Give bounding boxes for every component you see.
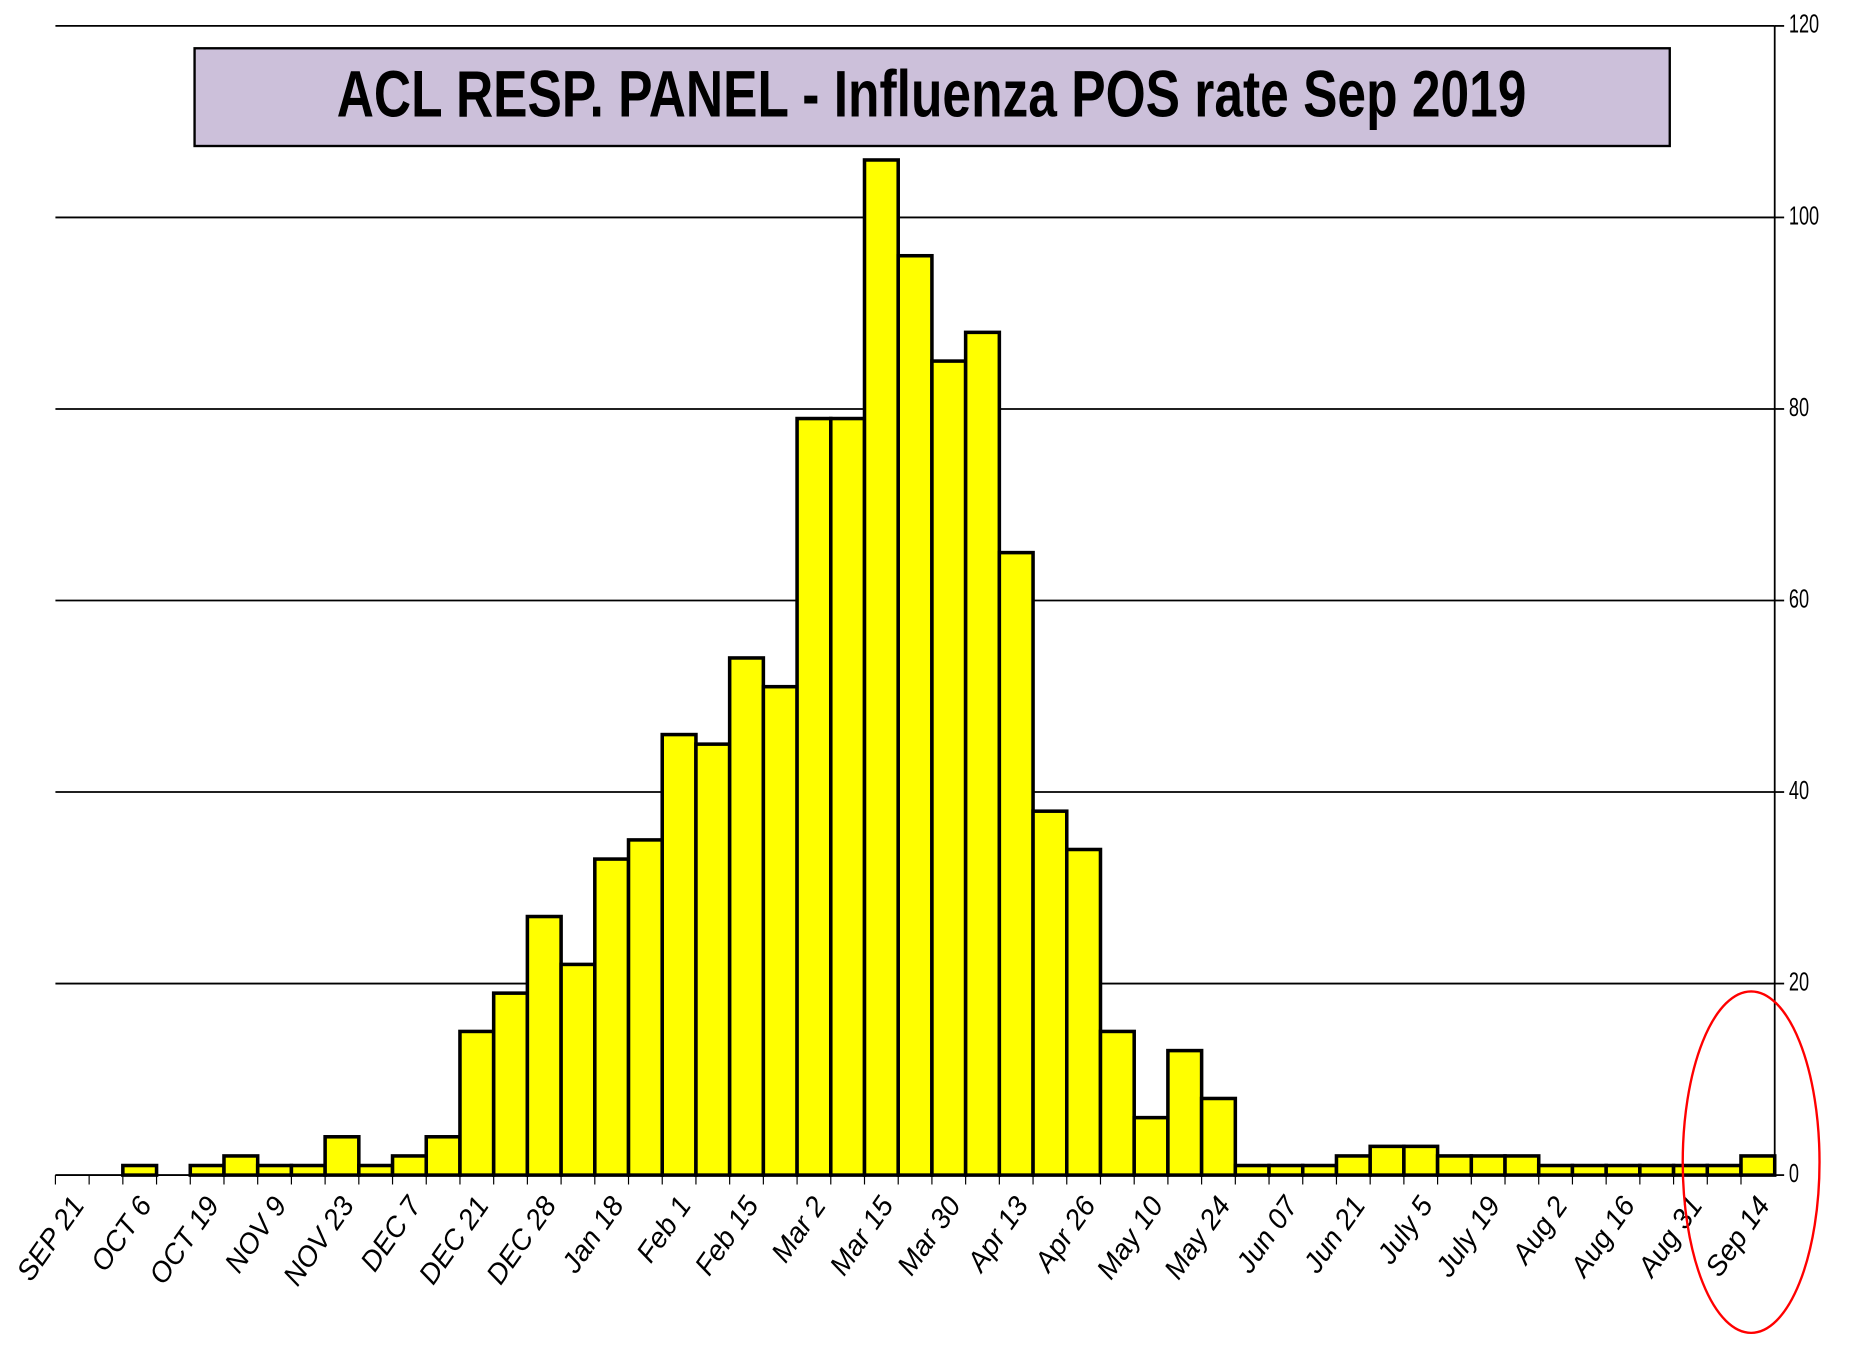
- bar: [1435, 1154, 1474, 1177]
- bar: [357, 1163, 395, 1177]
- x-tick-label: Apr 13: [959, 1190, 1034, 1278]
- bar: [491, 991, 530, 1177]
- bar: [761, 684, 799, 1177]
- bar: [1705, 1163, 1743, 1177]
- bar: [1402, 1144, 1440, 1177]
- bar: [1300, 1163, 1339, 1177]
- bar: [1739, 1154, 1777, 1177]
- bar: [289, 1163, 327, 1177]
- bar: [458, 1029, 496, 1177]
- x-tick-label: Mar 15: [823, 1190, 900, 1281]
- y-tick-label: 60: [1789, 584, 1809, 613]
- bar: [1469, 1154, 1507, 1177]
- bar: [424, 1135, 462, 1177]
- x-tick-label: Feb 1: [629, 1190, 697, 1268]
- bar: [660, 732, 698, 1177]
- x-tick-label: Aug 16: [1562, 1190, 1641, 1284]
- x-tick-label: Feb 15: [688, 1190, 765, 1281]
- x-tick-label: Mar 2: [764, 1190, 832, 1268]
- bar: [1638, 1163, 1676, 1177]
- title-box: [193, 47, 1671, 148]
- bar: [862, 158, 900, 1177]
- x-tick-label: July 19: [1428, 1190, 1506, 1283]
- x-tick-label: OCT 19: [142, 1190, 225, 1290]
- y-tick-label: 20: [1789, 967, 1809, 996]
- x-tick-label: May 10: [1090, 1190, 1170, 1284]
- x-tick-label: Sep 14: [1698, 1190, 1776, 1282]
- y-tick-label: 0: [1789, 1159, 1799, 1188]
- bar: [1267, 1163, 1305, 1177]
- bar: [694, 742, 732, 1177]
- x-tick-label: July 5: [1370, 1190, 1439, 1270]
- bar: [963, 330, 1002, 1177]
- bar: [255, 1163, 294, 1177]
- bar: [188, 1163, 226, 1177]
- bar: [1570, 1163, 1608, 1177]
- bar: [1503, 1154, 1541, 1177]
- bar: [727, 656, 766, 1177]
- x-tick-label: May 24: [1157, 1190, 1236, 1284]
- bar: [1031, 809, 1069, 1177]
- bar: [896, 253, 934, 1177]
- bar: [1604, 1163, 1642, 1177]
- bar: [559, 962, 597, 1177]
- bar: [1132, 1115, 1170, 1177]
- bar: [1064, 847, 1103, 1177]
- y-tick-label: 100: [1789, 201, 1819, 230]
- bar: [390, 1154, 429, 1177]
- bar: [626, 838, 664, 1177]
- annotation-ellipse: [1681, 990, 1821, 1335]
- bar: [829, 416, 867, 1177]
- bar: [593, 857, 631, 1177]
- bar: [1233, 1163, 1271, 1177]
- bar: [1536, 1163, 1575, 1177]
- chart-title: ACL RESP. PANEL - Influenza POS rate Sep…: [337, 56, 1527, 131]
- x-tick-label: DEC 28: [479, 1190, 562, 1290]
- bar: [1199, 1096, 1238, 1177]
- bar: [1671, 1163, 1710, 1177]
- bar: [795, 416, 833, 1177]
- x-tick-label: NOV 23: [276, 1190, 360, 1291]
- bar: [525, 914, 563, 1177]
- x-tick-label: Aug 2: [1504, 1190, 1574, 1271]
- bar: [997, 550, 1035, 1177]
- bar: [1368, 1144, 1406, 1177]
- bar: [1334, 1154, 1372, 1177]
- y-tick-label: 80: [1789, 393, 1809, 422]
- bar: [930, 359, 968, 1177]
- bar: [1098, 1029, 1136, 1177]
- x-tick-label: Mar 30: [890, 1190, 967, 1281]
- x-tick-label: Jun 07: [1228, 1189, 1304, 1279]
- bar: [1166, 1048, 1204, 1177]
- bar: [323, 1135, 361, 1177]
- x-tick-label: Jun 21: [1296, 1190, 1372, 1279]
- x-tick-label: SEP 21: [10, 1190, 91, 1286]
- y-tick-label: 120: [1789, 10, 1819, 39]
- x-tick-label: Jan 18: [554, 1190, 630, 1279]
- bar: [222, 1154, 260, 1177]
- bar: [121, 1163, 159, 1177]
- y-tick-label: 40: [1789, 776, 1809, 805]
